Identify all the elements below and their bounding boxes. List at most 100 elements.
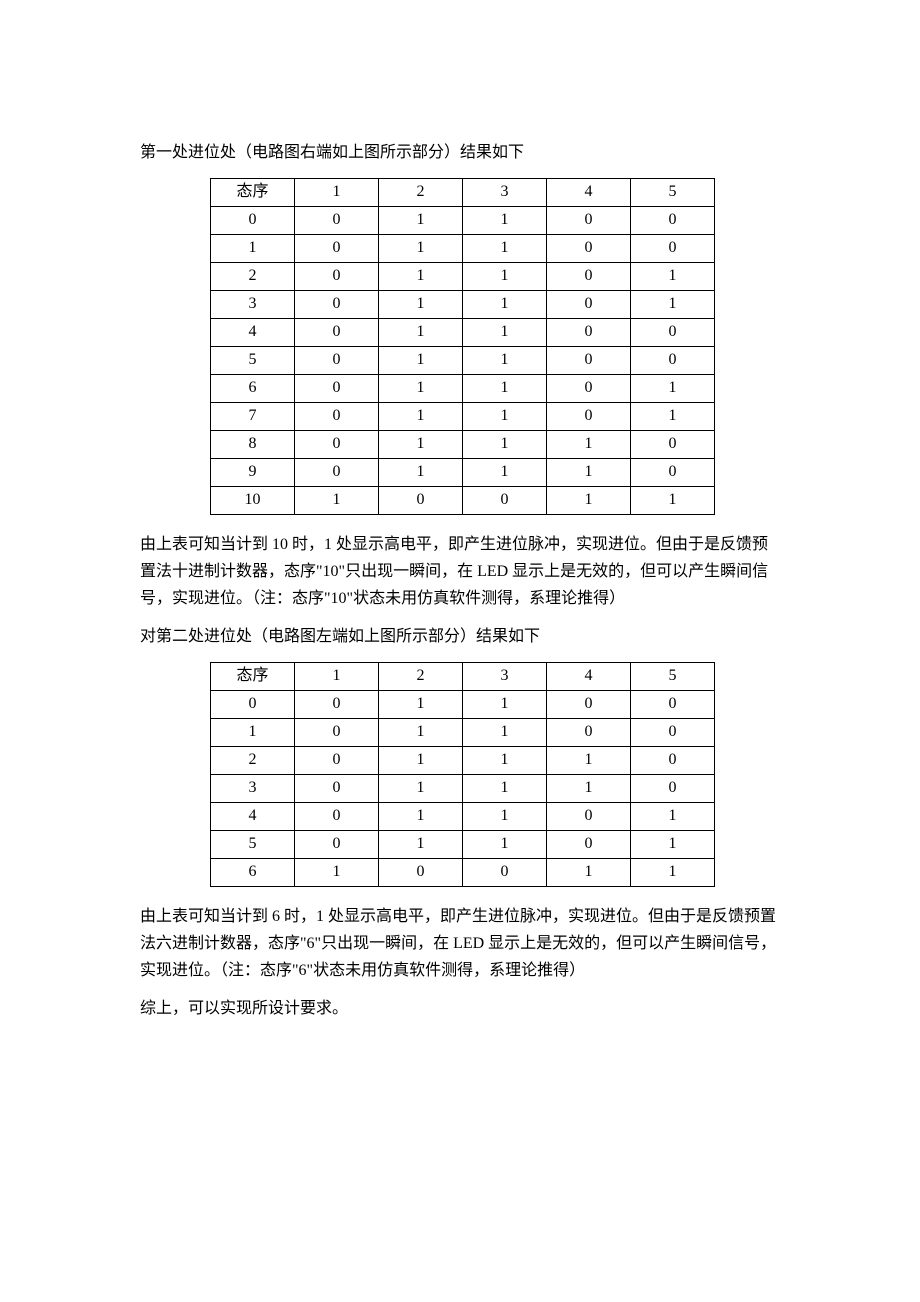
table1-cell: 1 <box>547 430 631 458</box>
table1-col-header: 3 <box>463 178 547 206</box>
table1-cell: 1 <box>379 318 463 346</box>
table1-cell: 0 <box>295 290 379 318</box>
table1-cell: 1 <box>631 374 715 402</box>
table1-cell: 1 <box>463 262 547 290</box>
table2-cell: 1 <box>295 858 379 886</box>
table2-cell: 1 <box>379 802 463 830</box>
table2-cell: 1 <box>379 774 463 802</box>
table2-cell: 0 <box>295 718 379 746</box>
table2-cell: 0 <box>295 746 379 774</box>
table1-cell: 1 <box>379 430 463 458</box>
table2-col-header: 2 <box>379 662 463 690</box>
table2-cell: 0 <box>547 830 631 858</box>
table2-cell: 1 <box>463 802 547 830</box>
table1-cell: 0 <box>631 458 715 486</box>
table2-col-header: 3 <box>463 662 547 690</box>
table2-col-header: 5 <box>631 662 715 690</box>
table2-cell: 3 <box>211 774 295 802</box>
table1-cell: 2 <box>211 262 295 290</box>
table2-cell: 0 <box>463 858 547 886</box>
table2-header-label: 态序 <box>211 662 295 690</box>
table1-cell: 0 <box>631 346 715 374</box>
table1-cell: 1 <box>379 374 463 402</box>
table1-cell: 0 <box>547 234 631 262</box>
table-row: 10 1 0 0 1 1 <box>211 486 715 514</box>
table1-col-header: 4 <box>547 178 631 206</box>
table2-cell: 5 <box>211 830 295 858</box>
table1-cell: 0 <box>547 346 631 374</box>
table1-cell: 1 <box>463 290 547 318</box>
table1-cell: 0 <box>547 318 631 346</box>
table-row: 7 0 1 1 0 1 <box>211 402 715 430</box>
table1-cell: 0 <box>547 402 631 430</box>
table2-col-header: 4 <box>547 662 631 690</box>
table1-cell: 1 <box>463 402 547 430</box>
table1-wrapper: 态序 1 2 3 4 5 0 0 1 1 0 0 1 0 1 1 0 0 2 0… <box>210 178 780 515</box>
paragraph-3: 对第二处进位处（电路图左端如上图所示部分）结果如下 <box>140 624 780 650</box>
table-row: 5 0 1 1 0 0 <box>211 346 715 374</box>
table1-cell: 8 <box>211 430 295 458</box>
table2-cell: 0 <box>631 690 715 718</box>
table1-cell: 1 <box>463 206 547 234</box>
table1-cell: 5 <box>211 346 295 374</box>
table2-cell: 1 <box>379 746 463 774</box>
table1-cell: 1 <box>379 206 463 234</box>
table2-cell: 0 <box>547 802 631 830</box>
table1-cell: 1 <box>211 234 295 262</box>
table1-cell: 1 <box>463 458 547 486</box>
table2-cell: 0 <box>295 830 379 858</box>
table1-cell: 0 <box>295 234 379 262</box>
table1-cell: 0 <box>631 234 715 262</box>
table1-cell: 0 <box>295 458 379 486</box>
table2-cell: 1 <box>631 858 715 886</box>
table2-cell: 0 <box>211 690 295 718</box>
table1-cell: 1 <box>379 402 463 430</box>
table2: 态序 1 2 3 4 5 0 0 1 1 0 0 1 0 1 1 0 0 2 0… <box>210 662 715 887</box>
table1-cell: 10 <box>211 486 295 514</box>
table2-cell: 1 <box>547 774 631 802</box>
table1-cell: 1 <box>379 346 463 374</box>
table1-cell: 1 <box>379 290 463 318</box>
table2-cell: 1 <box>547 858 631 886</box>
paragraph-5: 综上，可以实现所设计要求。 <box>140 996 780 1022</box>
table1-cell: 1 <box>631 290 715 318</box>
table2-col-header: 1 <box>295 662 379 690</box>
table2-cell: 1 <box>463 690 547 718</box>
table1-cell: 0 <box>295 402 379 430</box>
table1-cell: 0 <box>631 206 715 234</box>
table1-cell: 0 <box>547 290 631 318</box>
table-row: 态序 1 2 3 4 5 <box>211 178 715 206</box>
table2-cell: 0 <box>379 858 463 886</box>
table1-cell: 0 <box>547 206 631 234</box>
table1-col-header: 5 <box>631 178 715 206</box>
table2-cell: 0 <box>631 718 715 746</box>
table1-cell: 1 <box>631 486 715 514</box>
table-row: 4 0 1 1 0 1 <box>211 802 715 830</box>
table1-cell: 0 <box>295 206 379 234</box>
table1-col-header: 1 <box>295 178 379 206</box>
table1-cell: 1 <box>463 374 547 402</box>
table2-cell: 0 <box>631 746 715 774</box>
table-row: 1 0 1 1 0 0 <box>211 234 715 262</box>
table2-cell: 1 <box>379 718 463 746</box>
table1-cell: 0 <box>295 430 379 458</box>
table-row: 0 0 1 1 0 0 <box>211 206 715 234</box>
table2-cell: 6 <box>211 858 295 886</box>
table1-cell: 1 <box>463 346 547 374</box>
table-row: 3 0 1 1 0 1 <box>211 290 715 318</box>
table1-cell: 1 <box>463 234 547 262</box>
table1-cell: 6 <box>211 374 295 402</box>
table-row: 4 0 1 1 0 0 <box>211 318 715 346</box>
table-row: 9 0 1 1 1 0 <box>211 458 715 486</box>
table-row: 8 0 1 1 1 0 <box>211 430 715 458</box>
paragraph-1: 第一处进位处（电路图右端如上图所示部分）结果如下 <box>140 140 780 166</box>
table1-cell: 1 <box>295 486 379 514</box>
table1-cell: 1 <box>379 234 463 262</box>
table2-wrapper: 态序 1 2 3 4 5 0 0 1 1 0 0 1 0 1 1 0 0 2 0… <box>210 662 780 887</box>
table1-cell: 0 <box>463 486 547 514</box>
paragraph-2: 由上表可知当计到 10 时，1 处显示高电平，即产生进位脉冲，实现进位。但由于是… <box>140 531 780 613</box>
table2-cell: 4 <box>211 802 295 830</box>
table-row: 3 0 1 1 1 0 <box>211 774 715 802</box>
table1-cell: 1 <box>379 262 463 290</box>
table2-cell: 1 <box>379 690 463 718</box>
